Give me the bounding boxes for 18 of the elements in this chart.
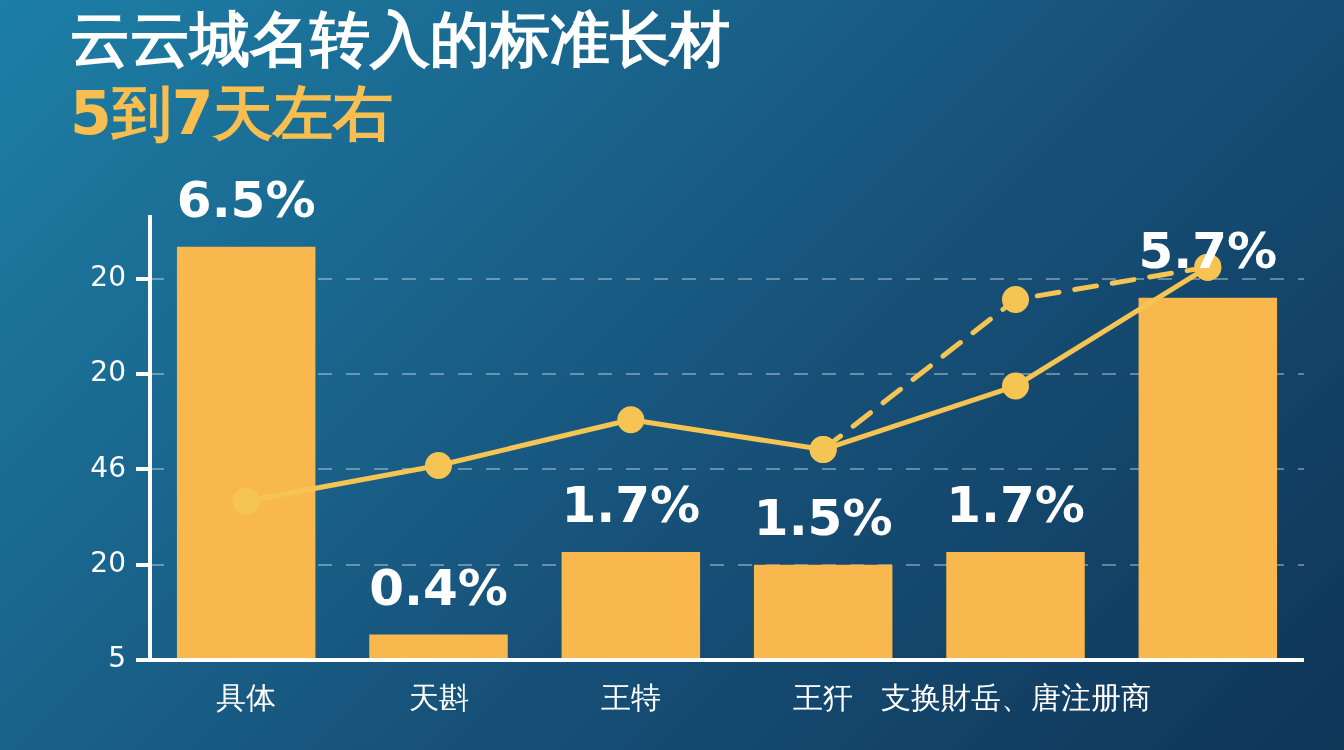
data-label: 6.5% bbox=[176, 170, 316, 229]
chart-subtitle: 5到7天左右 bbox=[70, 78, 394, 148]
x-tick-label: 王特 bbox=[600, 679, 661, 715]
chart-title: 云云城名转入的标准长材 bbox=[70, 4, 730, 74]
data-label: 1.7% bbox=[561, 475, 701, 534]
text: 20 bbox=[90, 355, 126, 389]
text: 46 bbox=[90, 450, 126, 484]
text: 5 bbox=[108, 641, 126, 675]
data-label: 0.4% bbox=[369, 558, 508, 617]
x-tick-label: 天斟 bbox=[408, 679, 469, 715]
data-label: 5.7% bbox=[1138, 221, 1278, 280]
x-tick-label: 王犴 bbox=[793, 679, 854, 715]
x-tick-label: 支换財岳、唐注册商 bbox=[880, 679, 1151, 715]
data-label: 1.7% bbox=[946, 475, 1085, 534]
text: 20 bbox=[90, 545, 126, 579]
data-label: 1.5% bbox=[753, 488, 893, 547]
text: 20 bbox=[90, 259, 126, 293]
x-tick-label: 具体 bbox=[216, 679, 277, 715]
